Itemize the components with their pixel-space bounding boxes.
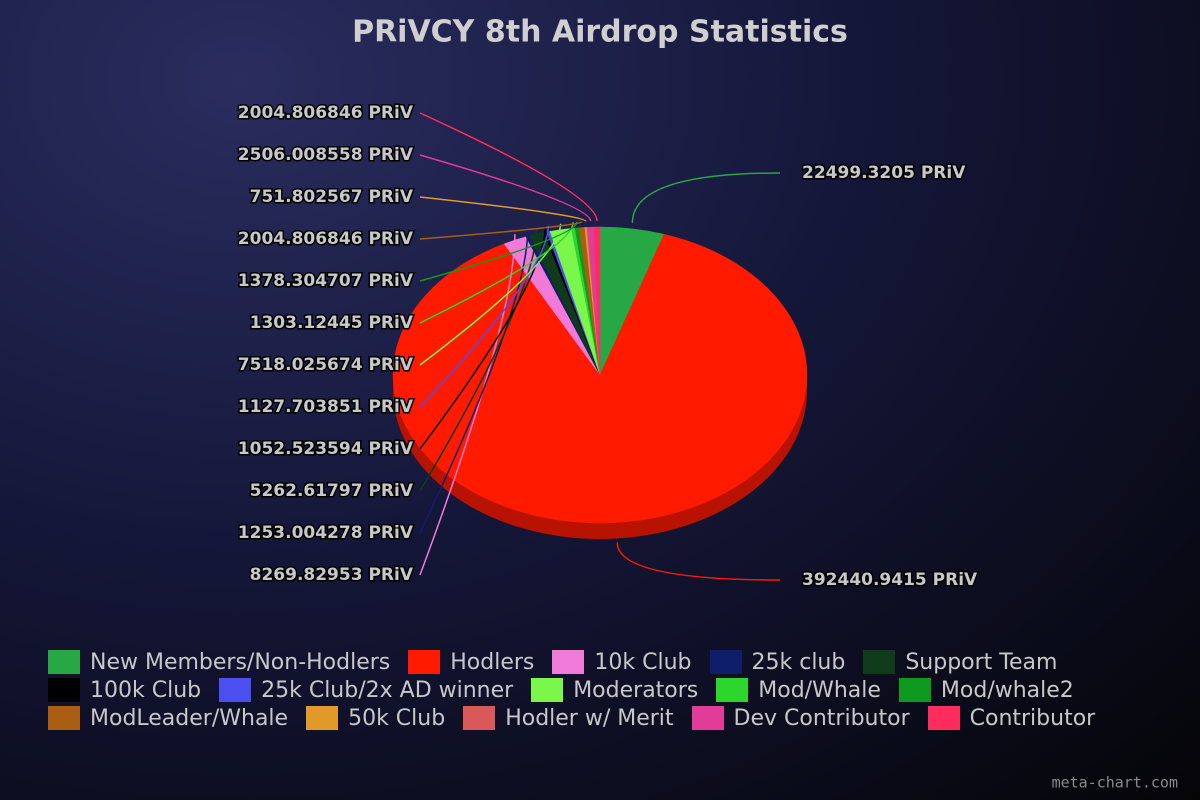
legend-swatch [863, 650, 896, 674]
legend-item: Mod/Whale [716, 677, 881, 703]
legend-item: ModLeader/Whale [48, 705, 289, 731]
leader-line [419, 228, 538, 492]
legend-label: Dev Contributor [733, 705, 910, 731]
legend-swatch [552, 650, 585, 674]
legend-label: Moderators [573, 677, 699, 703]
leader-line [616, 542, 781, 581]
legend-swatch [531, 678, 564, 702]
data-label: 2506.008558 PRiV [238, 145, 414, 165]
legend-label: ModLeader/Whale [90, 705, 289, 731]
leader-line [419, 112, 598, 222]
data-label: 1127.703851 PRiV [238, 397, 414, 417]
legend: New Members/Non-Hodlers Hodlers 10k Club 25… [48, 649, 1178, 731]
data-label: 751.802567 PRiV [250, 187, 414, 207]
legend-item: New Members/Non-Hodlers [48, 649, 391, 675]
legend-swatch [306, 706, 339, 730]
data-label: 1052.523594 PRiV [238, 439, 414, 459]
legend-swatch [709, 650, 742, 674]
legend-label: Hodler w/ Merit [505, 705, 674, 731]
legend-item: Hodlers [408, 649, 535, 675]
legend-item: 50k Club [306, 705, 446, 731]
data-label: 7518.025674 PRiV [238, 355, 414, 375]
legend-label: 10k Club [594, 649, 692, 675]
leader-line [419, 225, 550, 408]
legend-item: 100k Club [48, 677, 202, 703]
slice [392, 233, 808, 524]
legend-item: 10k Club [552, 649, 692, 675]
leader-line [419, 154, 592, 222]
legend-swatch [219, 678, 252, 702]
data-label: 2004.806846 PRiV [238, 103, 414, 123]
slice [593, 226, 601, 376]
data-label: 1303.12445 PRiV [250, 313, 414, 333]
legend-item: Support Team [863, 649, 1058, 675]
legend-label: Hodlers [450, 649, 535, 675]
leader-line [419, 223, 562, 366]
legend-swatch [898, 678, 931, 702]
data-label: 8269.82953 PRiV [250, 565, 414, 585]
legend-item: Moderators [531, 677, 699, 703]
legend-label: 25k club [751, 649, 846, 675]
data-label: 5262.61797 PRiV [250, 481, 414, 501]
legend-label: Mod/whale2 [940, 677, 1074, 703]
legend-swatch [716, 678, 749, 702]
watermark: meta-chart.com [1052, 774, 1178, 792]
data-label: 22499.3205 PRiV [802, 163, 966, 183]
legend-item: Hodler w/ Merit [463, 705, 674, 731]
legend-swatch [48, 678, 80, 702]
legend-swatch [408, 650, 441, 674]
legend-label: Contributor [969, 705, 1096, 731]
legend-swatch [463, 706, 496, 730]
chart-title: PRiVCY 8th Airdrop Statistics [352, 15, 848, 50]
legend-item: Dev Contributor [691, 705, 910, 731]
legend-label: 25k Club/2x AD winner [261, 677, 514, 703]
leader-line [419, 230, 529, 534]
legend-label: Support Team [905, 649, 1058, 675]
legend-item: Mod/whale2 [898, 677, 1074, 703]
leader-line [631, 172, 781, 223]
legend-item: 25k club [709, 649, 846, 675]
legend-swatch [48, 706, 80, 730]
legend-label: 50k Club [348, 705, 446, 731]
legend-label: Mod/Whale [758, 677, 881, 703]
data-label: 2004.806846 PRiV [238, 229, 414, 249]
legend-label: 100k Club [90, 677, 202, 703]
data-label: 392440.9415 PRiV [802, 570, 978, 590]
leader-line [419, 196, 587, 223]
legend-item: Contributor [927, 705, 1096, 731]
legend-label: New Members/Non-Hodlers [90, 649, 391, 675]
legend-swatch [927, 706, 960, 730]
leader-line [419, 220, 583, 240]
data-label: 1253.004278 PRiV [238, 523, 414, 543]
legend-swatch [691, 706, 724, 730]
legend-swatch [48, 650, 80, 674]
data-label: 1378.304707 PRiV [238, 271, 414, 291]
legend-item: 25k Club/2x AD winner [219, 677, 514, 703]
leader-line [419, 221, 578, 282]
